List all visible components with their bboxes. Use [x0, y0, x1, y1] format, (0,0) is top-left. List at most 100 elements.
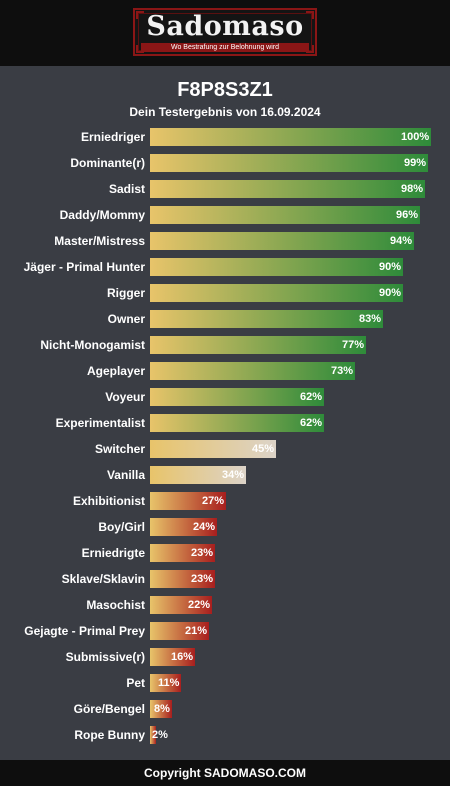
bar	[150, 336, 366, 354]
bar	[150, 362, 355, 380]
value-label: 73%	[331, 365, 354, 377]
bar	[150, 232, 414, 250]
chart-row: Masochist 22%	[0, 592, 450, 618]
bar	[150, 674, 181, 692]
value-label: 22%	[188, 599, 211, 611]
chart-row: Nicht-Monogamist 77%	[0, 332, 450, 358]
chart-row: Owner 83%	[0, 306, 450, 332]
logo-corner-ornament	[306, 45, 314, 53]
value-label: 24%	[193, 521, 216, 533]
result-title: F8P8S3Z1	[177, 79, 273, 101]
chart-row: Daddy/Mommy 96%	[0, 202, 450, 228]
logo-corner-ornament	[136, 11, 144, 19]
chart-row: Ageplayer 73%	[0, 358, 450, 384]
chart-row: Experimentalist 62%	[0, 410, 450, 436]
chart-row: Erniedrigte 23%	[0, 540, 450, 566]
chart-row: Gejagte - Primal Prey 21%	[0, 618, 450, 644]
value-label: 98%	[401, 183, 424, 195]
bar	[150, 310, 383, 328]
bar	[150, 726, 156, 744]
bar	[150, 440, 276, 458]
bar	[150, 128, 431, 146]
category-label: Masochist	[86, 598, 145, 612]
category-label: Sklave/Sklavin	[61, 572, 145, 586]
value-label: 11%	[158, 677, 180, 689]
category-label: Dominante(r)	[70, 156, 145, 170]
category-label: Master/Mistress	[54, 234, 145, 248]
value-label: 27%	[202, 495, 225, 507]
category-label: Submissive(r)	[65, 650, 145, 664]
header-bar: Sadomaso Wo Bestrafung zur Belohnung wir…	[0, 0, 450, 66]
chart-row: Submissive(r) 16%	[0, 644, 450, 670]
logo-corner-ornament	[306, 11, 314, 19]
chart-row: Pet 11%	[0, 670, 450, 696]
value-label: 2%	[152, 729, 168, 741]
bar	[150, 206, 420, 224]
bar	[150, 284, 403, 302]
category-label: Daddy/Mommy	[59, 208, 145, 222]
result-bar-chart: Erniedriger 100% Dominante(r) 99% Sadist 98% D…	[0, 124, 450, 748]
category-label: Ageplayer	[86, 364, 145, 378]
bar	[150, 414, 324, 432]
value-label: 8%	[154, 703, 170, 715]
chart-row: Rigger 90%	[0, 280, 450, 306]
logo-corner-ornament	[136, 45, 144, 53]
category-label: Experimentalist	[55, 416, 145, 430]
bar	[150, 544, 215, 562]
value-label: 62%	[300, 391, 323, 403]
value-label: 96%	[396, 209, 419, 221]
chart-row: Vanilla 34%	[0, 462, 450, 488]
chart-row: Erniedriger 100%	[0, 124, 450, 150]
bar	[150, 388, 324, 406]
bar	[150, 648, 195, 666]
value-label: 90%	[379, 287, 402, 299]
category-label: Nicht-Monogamist	[40, 338, 145, 352]
value-label: 23%	[191, 573, 214, 585]
value-label: 100%	[401, 131, 430, 143]
value-label: 34%	[222, 469, 245, 481]
category-label: Vanilla	[106, 468, 145, 482]
chart-row: Master/Mistress 94%	[0, 228, 450, 254]
bar	[150, 700, 172, 718]
logo-tagline: Wo Bestrafung zur Belohnung wird	[141, 43, 309, 52]
value-label: 94%	[390, 235, 413, 247]
bar	[150, 518, 217, 536]
category-label: Owner	[107, 312, 145, 326]
category-label: Voyeur	[105, 390, 145, 404]
category-label: Boy/Girl	[98, 520, 145, 534]
category-label: Erniedrigte	[81, 546, 145, 560]
bar	[150, 492, 226, 510]
chart-row: Dominante(r) 99%	[0, 150, 450, 176]
bar	[150, 258, 403, 276]
copyright-text[interactable]: Copyright SADOMASO.COM	[144, 766, 306, 780]
category-label: Gejagte - Primal Prey	[24, 624, 145, 638]
value-label: 21%	[185, 625, 208, 637]
chart-row: Switcher 45%	[0, 436, 450, 462]
chart-row: Sadist 98%	[0, 176, 450, 202]
category-label: Pet	[126, 676, 145, 690]
category-label: Göre/Bengel	[73, 702, 145, 716]
bar	[150, 180, 425, 198]
chart-row: Rope Bunny 2%	[0, 722, 450, 748]
value-label: 23%	[191, 547, 214, 559]
logo-wordmark: Sadomaso	[146, 11, 304, 42]
bar	[150, 596, 212, 614]
sadomaso-logo[interactable]: Sadomaso Wo Bestrafung zur Belohnung wir…	[133, 8, 317, 56]
value-label: 62%	[300, 417, 323, 429]
value-label: 77%	[342, 339, 365, 351]
category-label: Jäger - Primal Hunter	[23, 260, 145, 274]
chart-row: Exhibitionist 27%	[0, 488, 450, 514]
chart-row: Göre/Bengel 8%	[0, 696, 450, 722]
chart-row: Voyeur 62%	[0, 384, 450, 410]
category-label: Exhibitionist	[73, 494, 145, 508]
value-label: 99%	[404, 157, 427, 169]
chart-row: Sklave/Sklavin 23%	[0, 566, 450, 592]
category-label: Rigger	[106, 286, 145, 300]
value-label: 83%	[359, 313, 382, 325]
value-label: 90%	[379, 261, 402, 273]
category-label: Switcher	[94, 442, 145, 456]
chart-row: Boy/Girl 24%	[0, 514, 450, 540]
footer-bar: Copyright SADOMASO.COM	[0, 760, 450, 786]
category-label: Erniedriger	[80, 130, 145, 144]
result-subtitle: Dein Testergebnis von 16.09.2024	[129, 105, 321, 119]
